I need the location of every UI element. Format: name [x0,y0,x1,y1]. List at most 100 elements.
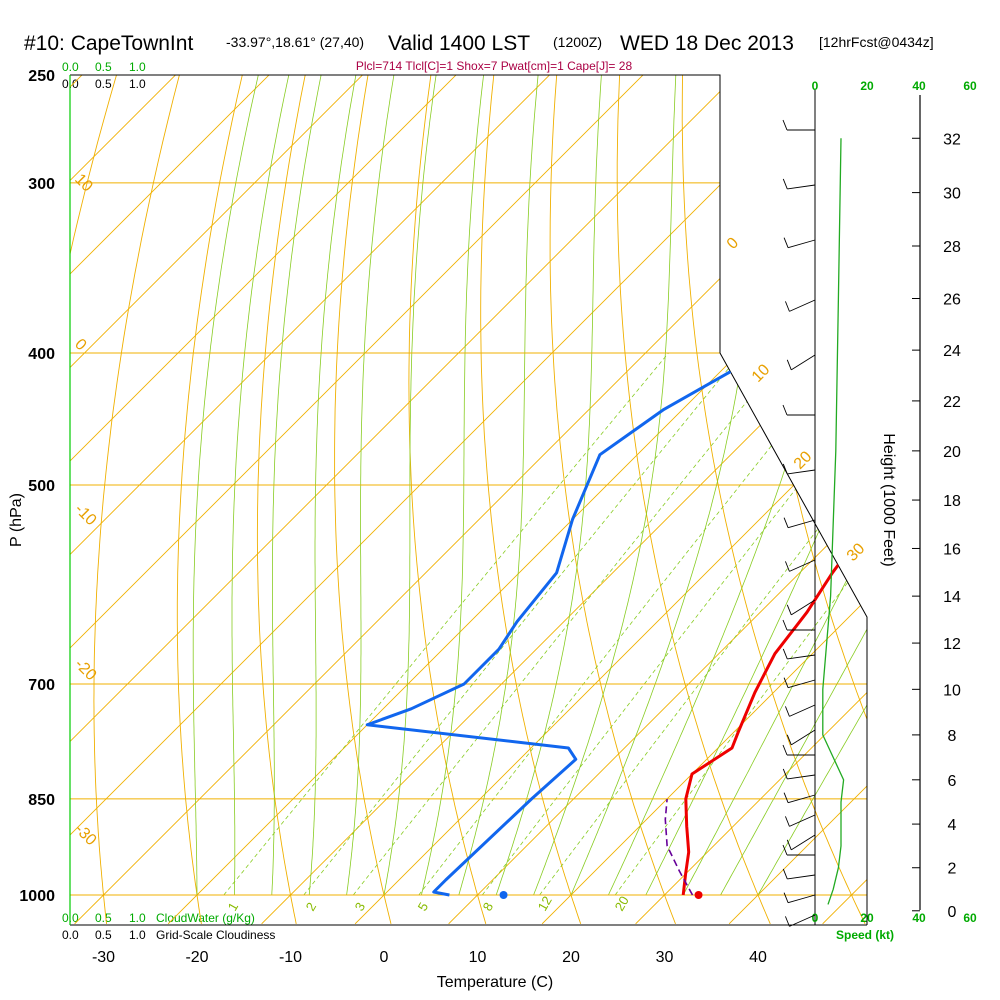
wind-barb-flag [783,677,789,688]
height-tick-label: 2 [948,861,957,878]
mixing-ratio-label: 3 [352,900,369,914]
moist-adiabat-line [682,75,867,896]
moist-adiabat-line [346,75,403,896]
height-tick-label: 8 [948,728,957,745]
mixing-ratio-line [539,352,867,896]
moist-adiabat-line [720,75,867,896]
isotherm-label: 30 [844,540,869,565]
mixing-ratio-label: 20 [612,893,632,913]
series-dewpoint-line [365,108,867,897]
isotherm-line [448,75,867,925]
plot-frame [69,74,868,926]
dry-adiabat-label: -20 [71,656,99,684]
speed-tick-label-bottom: 60 [963,911,977,925]
mixing-ratio-label: 2 [303,900,320,914]
dry-adiabat-label: 0 [71,336,89,354]
height-tick-label: 18 [943,493,961,510]
mixing-ratio-label: 12 [535,893,555,913]
isotherm-line [70,75,626,925]
height-tick-label: 22 [943,394,961,411]
bottom-cloudiness-tick: 0.0 [62,928,79,942]
wind-barb-flag [783,237,789,248]
bottom-cloudiness-tick: 0.5 [95,928,112,942]
dry-adiabat-line [176,75,262,924]
height-tick-label: 16 [943,541,961,558]
x-tick-label: 0 [380,949,389,966]
x-tick-label: -20 [185,949,208,966]
top-cloud-tick: 0.5 [95,60,112,74]
height-tick-label: 30 [943,186,961,203]
series-temperature-line [681,108,867,896]
height-tick-label: 0 [948,904,957,921]
isotherm-line [541,75,867,925]
isotherm-label: 10 [749,361,774,386]
mixing-ratio-line [223,352,669,896]
isotherm-line [354,75,867,925]
dry-adiabat-line [616,75,771,925]
wind-barb-shaft [787,519,816,529]
dry-adiabat-line [928,0,1000,924]
wind-barb-shaft [787,184,816,190]
p-tick-label: 300 [28,176,55,193]
wind-barb-flag [783,792,789,803]
wind-barb-shaft [791,729,816,746]
chart-utc: (1200Z) [553,34,602,50]
dry-adiabat-line [549,75,676,925]
height-tick-label: 24 [943,343,961,360]
wind-barb-flag [786,839,792,851]
mixing-ratio-label: 5 [415,900,432,914]
height-tick-label: 26 [943,292,961,309]
wind-barb-flag [782,768,788,780]
speed-tick-label-bottom: 40 [912,911,926,925]
moist-adiabat-line [458,75,544,896]
mixing-ratio-line [352,352,787,896]
x-tick-label: 40 [749,949,767,966]
wind-barb-shaft [787,239,816,249]
dry-adiabat-line [744,75,867,925]
wind-barb-shaft [789,914,816,927]
wind-barb-shaft [787,469,816,475]
top-cloudiness-tick: 0.5 [95,77,112,91]
dry-adiabat-line [988,0,1000,924]
moist-adiabat-line [192,75,271,895]
speed-tick-label-top: 0 [812,79,819,93]
top-cloudiness-tick: 1.0 [129,77,146,91]
wind-barb-flag [785,301,790,312]
height-tick-label: 20 [943,444,961,461]
dry-adiabat-line [334,75,392,925]
p-tick-label: 700 [28,677,55,694]
wind-barb-flag [786,734,792,746]
cloudiness-label: Grid-Scale Cloudiness [156,928,275,942]
height-tick-label: 4 [948,817,957,834]
chart-title: #10: CapeTownInt [24,32,193,55]
bottom-cloud-tick: 0.5 [95,911,112,925]
wind-barb-shaft [787,794,816,804]
wind-barb-shaft [789,299,816,312]
x-tick-label: -10 [279,949,302,966]
chart-date: WED 18 Dec 2013 [620,32,794,55]
wind-barb-shaft [787,894,816,904]
speed-tick-label-top: 60 [963,79,977,93]
chart-valid: Valid 1400 LST [388,32,530,55]
isotherm-line [70,75,439,925]
p-tick-label: 400 [28,346,55,363]
speed-tick-label-top: 40 [912,79,926,93]
isotherm-label: 20 [791,448,816,473]
p-tick-label: 250 [28,68,55,85]
top-cloud-tick: 0.0 [62,60,79,74]
series-parcel-line [664,798,694,896]
wind-speed-line [822,138,845,905]
wind-barb-shaft [789,704,816,717]
chart-location: -33.97°,18.61° (27,40) [226,34,364,50]
wind-barb-shaft [791,834,816,851]
wind-barb-flag [785,816,790,827]
y-axis-label: P (hPa) [8,493,25,547]
p-tick-label: 850 [28,792,55,809]
wind-barb-flag [782,619,788,631]
background-lines [70,0,1000,925]
isotherm-line [70,75,813,925]
sounding-series [365,108,867,897]
cloudwater-label: CloudWater (g/Kg) [156,911,255,925]
wind-barb-flag [782,463,788,475]
